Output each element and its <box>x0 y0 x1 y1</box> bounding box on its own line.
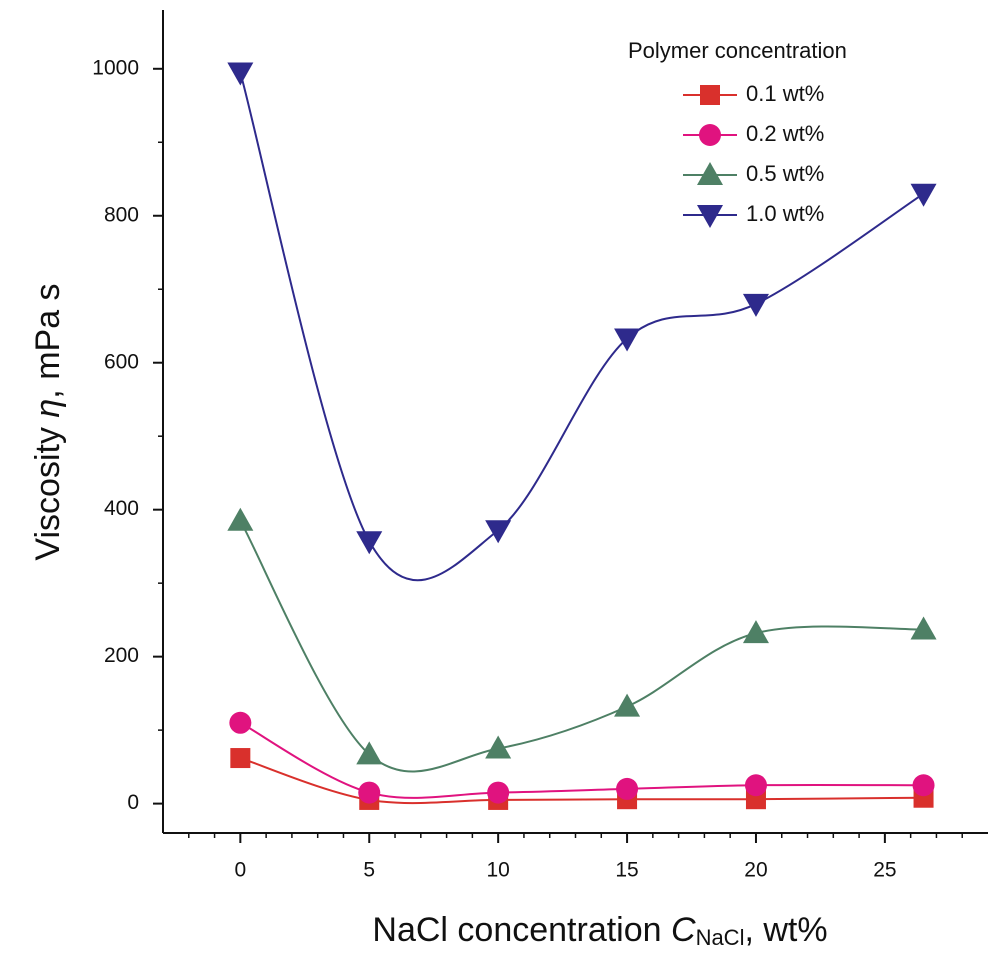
data-point <box>485 520 512 544</box>
data-point <box>910 183 937 207</box>
data-point <box>614 328 641 352</box>
series-line <box>239 72 925 582</box>
series-line <box>239 721 924 799</box>
legend-title: Polymer concentration <box>628 38 847 63</box>
y-tick-label: 800 <box>104 203 139 226</box>
x-label-subscript: NaCl <box>696 925 745 950</box>
data-point <box>910 616 937 640</box>
data-point <box>744 774 767 797</box>
x-tick-label: 5 <box>363 859 375 882</box>
data-point <box>229 711 252 734</box>
y-axis-label: Viscosity η, mPa s <box>29 283 67 560</box>
x-axis-label: NaCl concentration CNaCl, wt% <box>372 911 827 950</box>
data-point <box>356 531 383 555</box>
legend-label: 0.2 wt% <box>746 121 824 146</box>
legend-marker <box>700 85 720 105</box>
series-line <box>239 520 924 773</box>
data-point <box>912 774 935 797</box>
data-point <box>358 781 381 804</box>
y-label-suffix: , mPa s <box>29 283 67 398</box>
x-tick-label: 0 <box>235 859 247 882</box>
data-point <box>227 507 254 531</box>
y-label-text: Viscosity <box>29 418 67 561</box>
y-tick-label: 200 <box>104 644 139 667</box>
data-point <box>485 735 512 759</box>
data-point <box>614 693 641 717</box>
x-label-text: NaCl concentration <box>372 911 671 949</box>
series-line <box>240 757 924 805</box>
data-point <box>230 748 251 769</box>
legend-marker <box>697 162 723 185</box>
y-tick-label: 0 <box>127 791 139 814</box>
data-point <box>356 741 383 765</box>
y-label-symbol: η <box>29 399 67 418</box>
legend-marker <box>697 205 723 228</box>
data-point <box>227 62 254 86</box>
legend-label: 0.1 wt% <box>746 81 824 106</box>
legend-label: 1.0 wt% <box>746 201 824 226</box>
x-tick-label: 15 <box>615 859 638 882</box>
data-point <box>616 777 639 800</box>
x-tick-label: 20 <box>744 859 767 882</box>
legend-label: 0.5 wt% <box>746 161 824 186</box>
x-label-suffix: , wt% <box>744 911 827 949</box>
x-tick-label: 25 <box>873 859 896 882</box>
y-tick-label: 400 <box>104 497 139 520</box>
data-point <box>742 293 769 317</box>
y-tick-label: 600 <box>104 350 139 373</box>
x-tick-label: 10 <box>486 859 509 882</box>
y-tick-label: 1000 <box>92 56 139 79</box>
x-label-symbol: C <box>671 911 696 949</box>
legend-marker <box>699 124 721 146</box>
data-point <box>487 781 510 804</box>
data-point <box>742 620 769 644</box>
